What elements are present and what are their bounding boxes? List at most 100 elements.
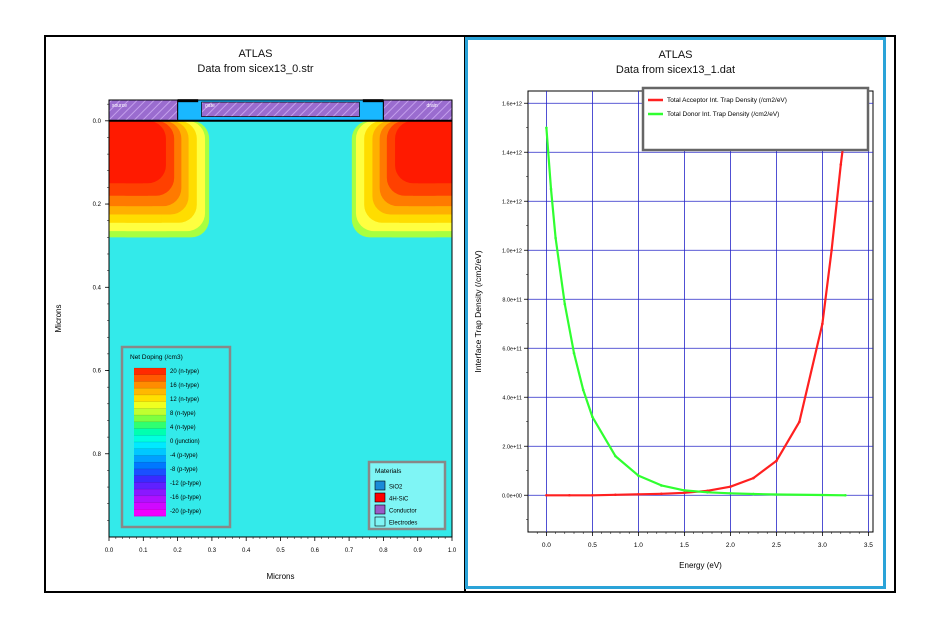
x-tick-label: 3.5 [864,542,873,549]
doping-legend-entry: 8 (n-type) [170,411,196,417]
material-legend-entry: Electrodes [389,521,417,527]
x-tick-label: 1.0 [448,548,457,554]
electrode-label: gate [205,103,215,109]
donor-data-point [545,126,548,130]
electrode-label: drain [427,103,438,109]
donor-data-point [572,351,576,355]
acceptor-data-point [729,485,732,488]
x-tick-label: 0.9 [414,548,423,554]
donor-data-point [683,489,686,492]
doping-color-swatch [134,502,166,510]
doping-color-swatch [134,368,166,376]
doping-color-swatch [134,415,166,423]
gate-edge-right [362,99,384,103]
y-tick-label: 0.6 [93,369,102,375]
doping-color-swatch [134,442,166,450]
material-legend-entry: Conductor [389,509,417,515]
doping-legend-entry: 0 (junction) [170,439,200,445]
doping-legend-entry: 16 (n-type) [170,383,199,389]
material-legend-entry: 4H-SiC [389,497,409,503]
donor-data-point [614,454,617,458]
trap-density-chart: 0.0 0.5 1.0 1.5 2.0 2.5 3.0 3.5 0.0e+00 2.0e+11 4.… [473,86,874,570]
structure-subtitle: Data from sicex13_0.str [197,63,314,75]
acceptor-data-point [821,322,824,326]
x-tick-label: 0.2 [173,548,182,554]
doping-color-swatch [134,374,166,382]
doping-color-swatch [134,468,166,477]
doping-color-swatch [134,381,166,389]
acceptor-data-point [660,492,663,496]
material-legend-entry: SiO2 [389,485,403,491]
material-swatch [374,516,386,527]
doping-legend-entry: 12 (n-type) [170,397,199,403]
y-tick-label: 0.4 [93,285,102,291]
doping-color-swatch [134,388,166,396]
right-well-fill [417,120,452,184]
doping-legend-entry: -8 (p-type) [170,467,198,473]
doping-legend-entry: -16 (p-type) [170,495,201,501]
doping-color-swatch [134,489,166,497]
donor-data-point [554,236,557,240]
x-tick-label: 2.0 [726,542,735,549]
x-tick-label: 0.7 [345,548,354,554]
acceptor-data-point [752,476,755,480]
x-tick-label: 0.0 [105,548,114,554]
legend-entry: Total Donor Int. Trap Density (/cm2/eV) [667,111,779,118]
legend-entry: Total Acceptor Int. Trap Density (/cm2/e… [667,97,787,104]
doping-color-swatch [134,495,166,503]
acceptor-data-point [830,248,833,252]
electrode-label: source [112,103,127,109]
chart-subtitle: Data from sicex13_1.dat [615,64,736,76]
doping-color-swatch [134,475,166,483]
trap-density-panel: ATLAS Data from sicex13_1.dat 0.0 0.5 1.0 1… [465,37,886,589]
x-tick-label: 3.0 [818,542,827,549]
x-tick-label: 0.5 [276,548,285,554]
doping-color-swatch [134,482,166,490]
gate-contact [201,101,360,117]
chart-title: ATLAS [658,49,693,61]
x-tick-label: 0.8 [379,548,388,554]
y-tick-label: 8.0e+11 [502,297,522,303]
doping-color-swatch [134,401,166,409]
acceptor-data-point [683,491,686,495]
doping-color-swatch [134,394,166,403]
materials-legend-title: Materials [375,468,402,475]
y-tick-label: 1.0e+12 [502,248,522,254]
x-tick-label: 1.5 [680,542,689,549]
x-tick-label: 0.5 [588,542,597,549]
gate-edge-left [177,99,199,103]
material-swatch [374,480,386,491]
donor-data-point [706,491,709,494]
x-tick-label: 1.0 [634,542,643,549]
y-tick-label: 1.4e+12 [502,150,522,156]
y-tick-label: 1.6e+12 [502,101,522,107]
acceptor-data-point [545,493,548,497]
x-tick-label: 0.4 [242,548,251,554]
acceptor-data-point [637,492,640,496]
y-tick-label: 4.0e+11 [502,395,522,401]
structure-ylabel: Microns [54,304,63,332]
material-swatch [374,492,386,503]
doping-legend-entry: -20 (p-type) [170,509,201,515]
x-tick-label: 0.3 [208,548,217,554]
left-well-fill [109,120,144,184]
structure-plot: source gate drain 0.0 0.1 0.2 0.3 0.4 0.5 0.6 0.7 0… [54,99,457,581]
donor-data-point [729,491,732,495]
structure-xlabel: Microns [266,572,294,581]
y-tick-label: 1.2e+12 [502,199,522,205]
doping-color-swatch [134,455,166,463]
donor-data-point [637,474,640,477]
doping-color-swatch [134,448,166,456]
x-tick-label: 0.1 [139,548,148,554]
y-tick-label: 0.0e+00 [502,493,522,499]
structure-panel: ATLAS Data from sicex13_0.str source gate… [47,37,464,591]
donor-data-point [591,415,594,419]
donor-data-point [549,187,553,191]
donor-data-point [660,484,663,487]
doping-legend-entry: -4 (p-type) [170,453,198,459]
donor-data-point [752,492,755,496]
doping-color-swatch [134,408,166,416]
y-tick-label: 2.0e+11 [502,444,522,450]
donor-data-point [844,493,847,497]
donor-data-point [563,302,567,306]
